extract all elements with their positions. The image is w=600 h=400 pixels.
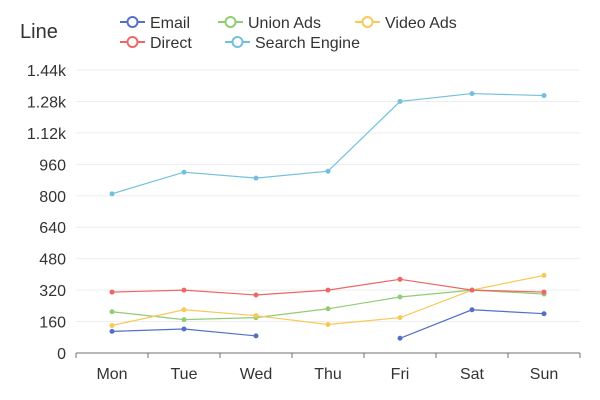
data-point[interactable] xyxy=(469,307,475,313)
data-point[interactable] xyxy=(109,191,115,197)
legend-item[interactable]: Video Ads xyxy=(355,15,457,32)
data-point[interactable] xyxy=(181,169,187,175)
series-line xyxy=(111,274,545,327)
data-point[interactable] xyxy=(325,168,331,174)
data-point[interactable] xyxy=(109,289,115,295)
data-point[interactable] xyxy=(397,294,403,300)
data-point[interactable] xyxy=(397,335,403,341)
legend-label: Search Engine xyxy=(255,35,360,52)
data-point[interactable] xyxy=(181,287,187,293)
data-point[interactable] xyxy=(181,317,187,323)
data-point[interactable] xyxy=(253,333,259,339)
gridlines xyxy=(76,69,580,323)
data-point[interactable] xyxy=(325,306,331,312)
legend-item[interactable]: Union Ads xyxy=(218,15,321,32)
y-axis: 0 160 320 480 640 800 960 1.12k 1.28k 1.44k xyxy=(27,63,67,363)
y-tick-label: 960 xyxy=(39,157,66,174)
data-point[interactable] xyxy=(469,287,475,293)
legend-marker xyxy=(231,36,244,48)
data-point[interactable] xyxy=(541,272,547,278)
legend-item[interactable]: Search Engine xyxy=(225,35,360,52)
series-line xyxy=(111,289,545,321)
x-axis: Mon Tue Wed Thu Fri Sat Sun xyxy=(75,352,581,383)
x-tick-label: Thu xyxy=(314,366,342,383)
data-point[interactable] xyxy=(397,276,403,282)
series-email xyxy=(109,307,547,341)
series-line xyxy=(399,309,545,339)
legend-marker xyxy=(126,36,139,48)
data-point[interactable] xyxy=(109,328,115,334)
data-point[interactable] xyxy=(397,315,403,321)
data-point[interactable] xyxy=(109,309,115,315)
series-video-ads xyxy=(109,272,547,328)
y-tick-label: 1.12k xyxy=(27,126,67,143)
legend-marker xyxy=(361,16,374,28)
y-tick-label: 0 xyxy=(57,346,66,363)
series-search-engine xyxy=(109,91,547,197)
legend-label: Video Ads xyxy=(385,15,457,32)
data-point[interactable] xyxy=(541,289,547,295)
series-layer xyxy=(109,91,547,341)
data-point[interactable] xyxy=(469,91,475,97)
x-tick-label: Mon xyxy=(96,366,127,383)
x-tick-label: Sat xyxy=(460,366,485,383)
data-point[interactable] xyxy=(325,287,331,293)
chart-title: Line xyxy=(20,21,58,43)
data-point[interactable] xyxy=(181,307,187,313)
x-tick-label: Tue xyxy=(171,366,198,383)
y-tick-label: 320 xyxy=(39,283,66,300)
data-point[interactable] xyxy=(253,292,259,298)
data-point[interactable] xyxy=(253,313,259,319)
legend-marker xyxy=(224,16,237,28)
legend-label: Email xyxy=(150,15,190,32)
series-line xyxy=(111,92,545,195)
data-point[interactable] xyxy=(253,175,259,181)
legend-marker xyxy=(126,16,139,28)
legend-item[interactable]: Email xyxy=(120,15,190,32)
legend-label: Union Ads xyxy=(248,15,321,32)
series-direct xyxy=(109,276,547,298)
data-point[interactable] xyxy=(181,326,187,332)
y-tick-label: 160 xyxy=(39,315,66,332)
data-point[interactable] xyxy=(541,311,547,317)
series-union-ads xyxy=(109,287,547,323)
y-tick-label: 1.28k xyxy=(27,94,67,111)
x-tick-label: Fri xyxy=(391,366,410,383)
data-point[interactable] xyxy=(109,322,115,328)
data-point[interactable] xyxy=(325,322,331,328)
x-tick-label: Wed xyxy=(240,366,273,383)
x-tick-label: Sun xyxy=(530,366,558,383)
legend-item[interactable]: Direct xyxy=(120,35,192,52)
legend: Email Union Ads Video Ads Direct Search Engi… xyxy=(120,15,457,52)
series-line xyxy=(111,278,545,296)
y-tick-label: 800 xyxy=(39,189,66,206)
data-point[interactable] xyxy=(541,93,547,99)
legend-label: Direct xyxy=(150,35,192,52)
y-tick-label: 1.44k xyxy=(27,63,67,80)
y-tick-label: 480 xyxy=(39,252,66,269)
y-tick-label: 640 xyxy=(39,220,66,237)
data-point[interactable] xyxy=(397,98,403,104)
